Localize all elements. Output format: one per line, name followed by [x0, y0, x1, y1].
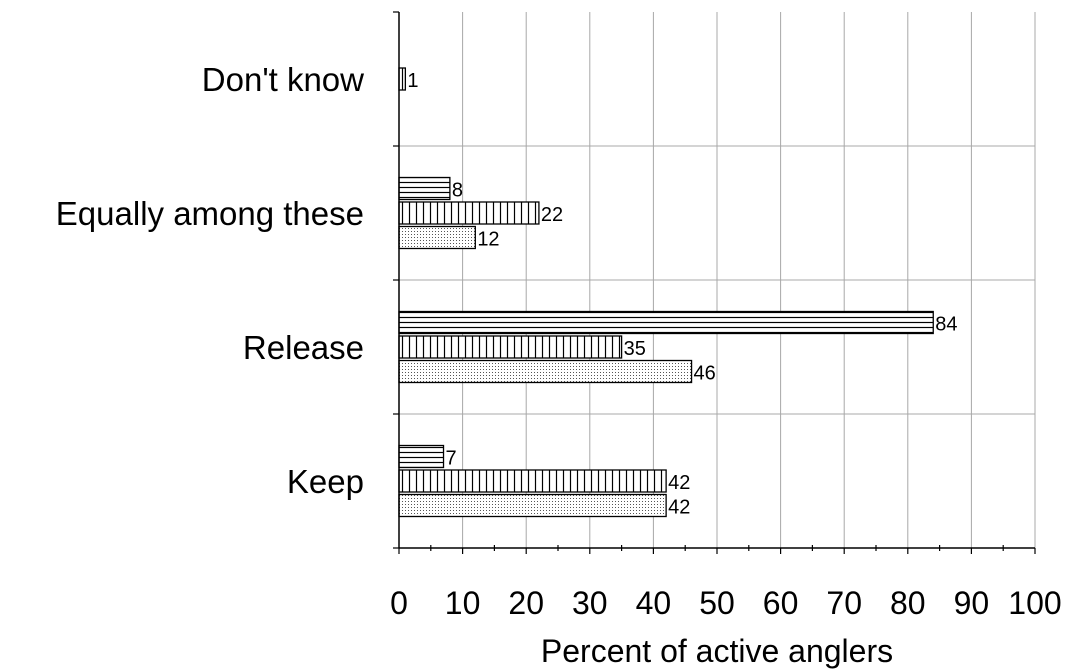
x-tick-label: 20: [508, 585, 544, 621]
data-label: 7: [446, 448, 457, 470]
x-tick-label: 60: [763, 585, 799, 621]
data-label: 12: [477, 229, 499, 251]
bar: [398, 359, 693, 384]
category-label: Equally among these: [56, 195, 364, 232]
x-tick-label: 70: [826, 585, 862, 621]
data-label: 42: [668, 472, 690, 494]
x-tick-label: 40: [636, 585, 672, 621]
category-label: Keep: [287, 463, 364, 500]
x-tick-label: 10: [445, 585, 481, 621]
category-label: Don't know: [202, 61, 364, 98]
x-tick-label: 80: [890, 585, 926, 621]
x-tick-label: 30: [572, 585, 608, 621]
bar: [398, 335, 623, 359]
bar: [398, 493, 667, 518]
bar: [398, 201, 540, 225]
bars: [398, 67, 934, 518]
data-label: 22: [541, 204, 563, 226]
bar: [398, 67, 407, 91]
data-label: 42: [668, 497, 690, 519]
data-label: 46: [694, 363, 716, 385]
data-label: 84: [935, 314, 957, 336]
data-label: 1: [407, 70, 418, 92]
x-tick-label: 90: [954, 585, 990, 621]
x-axis-title: Percent of active anglers: [541, 633, 893, 669]
labels: 0 10 20 30 40 50 60 70 80 90 100 Don't know Equally …: [56, 61, 1062, 621]
category-label: Release: [243, 329, 364, 366]
bar: [398, 225, 476, 250]
bar: [398, 444, 445, 469]
grid-lines: [399, 12, 1036, 548]
x-tick-label: 50: [699, 585, 735, 621]
axes: [393, 11, 1036, 554]
bar: [398, 176, 451, 201]
x-tick-label: 100: [1008, 585, 1061, 621]
bar: [398, 469, 667, 493]
x-tick-label: 0: [390, 585, 408, 621]
bar: [398, 310, 934, 335]
data-label: 8: [452, 180, 463, 202]
data-label: 35: [624, 338, 646, 360]
